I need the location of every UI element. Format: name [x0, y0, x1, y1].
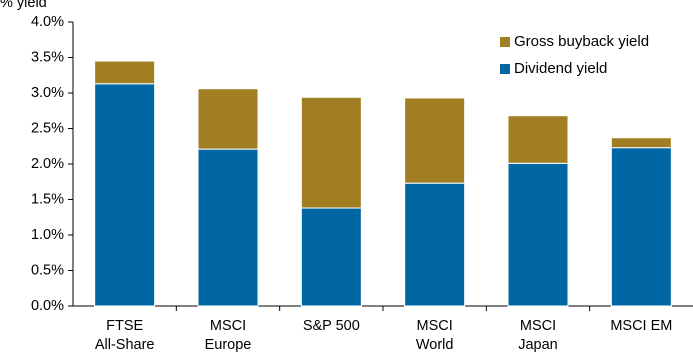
legend-swatch: [500, 64, 510, 74]
x-category-label: MSCI EM: [610, 318, 672, 334]
legend-label: Gross buyback yield: [514, 33, 649, 50]
y-tick-label: 0.0%: [31, 298, 64, 314]
x-category-label: FTSE: [106, 318, 143, 334]
y-tick-label: 4.0%: [31, 14, 64, 30]
bar-segment: [197, 88, 259, 150]
x-category-label: World: [416, 337, 454, 353]
axes: [68, 21, 693, 311]
legend-label: Dividend yield: [514, 60, 607, 77]
y-tick-label: 0.5%: [31, 262, 64, 278]
y-axis-label: % yield: [0, 0, 47, 11]
y-tick-label: 3.0%: [31, 85, 64, 101]
legend: Gross buyback yield Dividend yield: [500, 33, 649, 77]
bar-segment: [94, 83, 156, 307]
y-tick-label: 2.0%: [31, 156, 64, 172]
x-category-label: Europe: [205, 337, 252, 353]
bar-segment: [507, 162, 569, 307]
y-tick-label: 3.5%: [31, 49, 64, 65]
bar-segment: [610, 147, 672, 307]
x-category-label: Japan: [518, 337, 558, 353]
bar-segment: [197, 148, 259, 307]
bar-segment: [610, 137, 672, 149]
y-tick-label: 1.0%: [31, 227, 64, 243]
bar-segment: [507, 115, 569, 164]
y-ticks: 0.0% 0.5% 1.0% 1.5% 2.0% 2.5% 3.0% 3.5% 4.0%: [31, 14, 64, 314]
x-category-label: MSCI: [210, 318, 246, 334]
legend-swatch: [500, 37, 510, 47]
x-categories: FTSE All-Share MSCI Europe S&P 500 MSCI World M…: [95, 318, 673, 353]
y-tick-label: 2.5%: [31, 120, 64, 136]
bar-segment: [404, 97, 466, 184]
x-category-label: S&P 500: [303, 318, 360, 334]
x-category-label: MSCI: [520, 318, 556, 334]
x-category-label: All-Share: [95, 337, 155, 353]
bar-segment: [300, 207, 362, 307]
bar-segment: [94, 60, 156, 85]
y-tick-label: 1.5%: [31, 191, 64, 207]
bar-segment: [300, 96, 362, 209]
x-category-label: MSCI: [417, 318, 453, 334]
bars: [94, 60, 672, 307]
bar-segment: [404, 182, 466, 307]
